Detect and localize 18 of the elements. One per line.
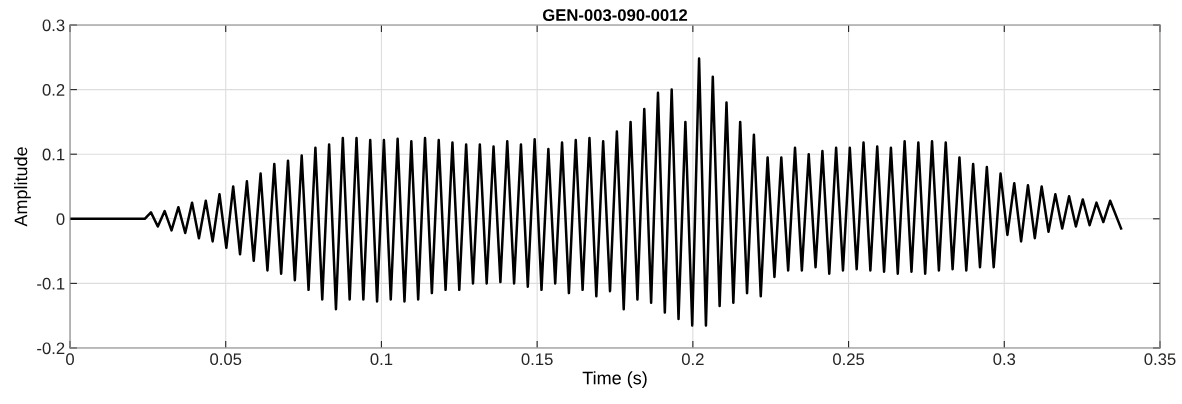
x-tick-label: 0.05 bbox=[210, 353, 242, 366]
x-tick-label: 0.2 bbox=[681, 353, 704, 366]
x-axis-title: Time (s) bbox=[582, 371, 647, 388]
y-tick-label: 0.3 bbox=[42, 19, 65, 32]
y-tick-label: -0.2 bbox=[37, 342, 65, 355]
y-tick-label: 0 bbox=[56, 213, 65, 225]
y-tick-label: 0.2 bbox=[42, 84, 65, 96]
line-series bbox=[70, 57, 1123, 327]
x-tick-label: 0.35 bbox=[1144, 353, 1176, 366]
y-tick-label: -0.1 bbox=[37, 277, 65, 290]
y-tick-label: 0.1 bbox=[42, 148, 65, 161]
x-tick-label: 0.15 bbox=[521, 353, 553, 366]
x-tick-label: 0.25 bbox=[833, 353, 865, 366]
chart-title: GEN-003-090-0012 bbox=[542, 9, 688, 22]
x-tick-label: 0.3 bbox=[993, 353, 1016, 366]
x-tick-label: 0 bbox=[66, 353, 74, 366]
x-tick-label: 0.1 bbox=[370, 353, 393, 366]
y-axis-title: Amplitude bbox=[14, 147, 31, 227]
